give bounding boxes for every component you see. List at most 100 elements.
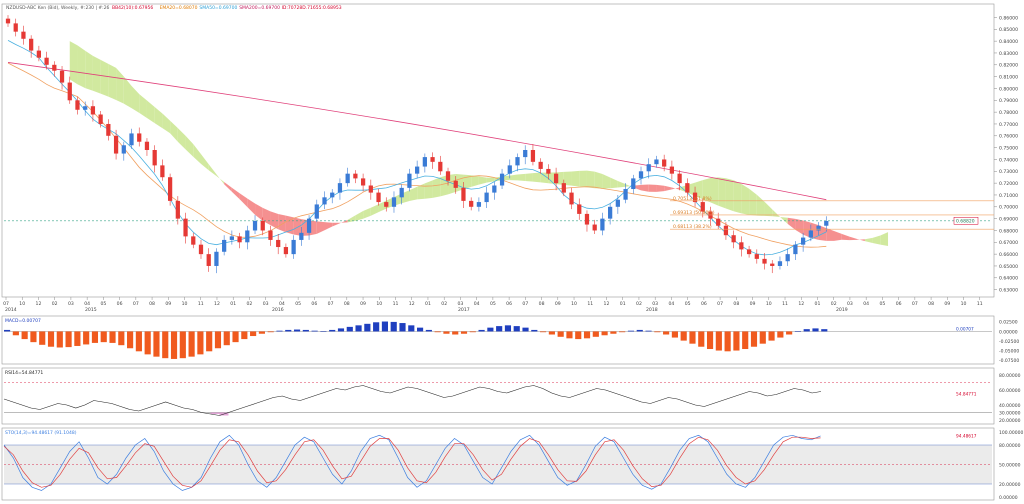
time-tick-label: 01 xyxy=(425,301,431,307)
price-tick-label: 0.65000 xyxy=(999,264,1018,270)
macd-bar xyxy=(109,331,116,343)
candle-body xyxy=(144,141,150,150)
candle-body xyxy=(137,133,142,142)
header-indicator-2: SMA50=0.69700 xyxy=(199,5,237,11)
macd-bar xyxy=(179,331,186,359)
candle-body xyxy=(561,183,566,193)
cloud-segment xyxy=(779,216,788,224)
price-tick-label: 0.78000 xyxy=(999,110,1018,116)
cloud-segment xyxy=(880,232,889,247)
macd-bar xyxy=(540,331,547,333)
time-tick-label: 08 xyxy=(344,301,350,307)
time-tick-label: 03 xyxy=(68,301,74,307)
stoch-d-line xyxy=(3,436,821,488)
candle-body xyxy=(229,236,234,240)
cloud-segment xyxy=(231,187,240,200)
candle-body xyxy=(276,239,281,248)
candle-body xyxy=(746,249,752,255)
cloud-segment xyxy=(116,67,124,104)
time-tick-label: 09 xyxy=(750,301,756,307)
candle-body xyxy=(499,173,505,186)
rsi-tick-label: 20.00000 xyxy=(999,418,1021,424)
candle-body xyxy=(191,236,196,245)
cloud-segment xyxy=(100,59,109,97)
cloud-segment xyxy=(532,172,541,183)
macd-bar xyxy=(127,331,134,349)
macd-bar xyxy=(689,331,696,344)
cloud-segment xyxy=(409,186,418,202)
candle-body xyxy=(654,159,659,165)
rsi-tick-label: 30.00000 xyxy=(999,410,1021,416)
candle-body xyxy=(59,70,65,83)
fibonacci-levels: 0.70513 (61.8%) 0.69313 (50.00%) 0.68113 (… xyxy=(670,196,994,230)
macd-bar xyxy=(759,331,766,344)
macd-bar xyxy=(320,331,327,332)
time-tick-label: 11 xyxy=(782,301,788,307)
header-indicator-4: ID:70728D.71655:0.68953 xyxy=(282,5,342,11)
chart-header-title: NZDUSD-ABC Ken (Bid), Weekly, #:230 | #:… xyxy=(6,5,110,11)
candle-body xyxy=(553,173,559,184)
time-tick-label: 05 xyxy=(295,301,301,307)
macd-bar xyxy=(135,331,142,352)
candle-body xyxy=(337,183,343,193)
rsi-panel-frame xyxy=(1,367,995,425)
price-tick-label: 0.71000 xyxy=(999,193,1018,199)
candle-body xyxy=(415,166,420,174)
cloud-segment xyxy=(849,236,858,241)
year-label: 2016 xyxy=(272,307,284,313)
price-tick-label: 0.72000 xyxy=(999,181,1018,187)
candle-body xyxy=(785,254,790,262)
macd-tick-label: 0.00000 xyxy=(999,329,1018,335)
cloud-segment xyxy=(432,177,441,198)
time-tick-label: 08 xyxy=(928,301,934,307)
candle-body xyxy=(384,202,389,207)
stoch-tick-label: 100.00000 xyxy=(999,430,1023,436)
time-tick-label: 07 xyxy=(717,301,723,307)
time-tick-label: 03 xyxy=(847,301,853,307)
price-tick-label: 0.74000 xyxy=(999,157,1018,163)
cloud-segment xyxy=(509,174,518,181)
candle-body xyxy=(615,199,620,207)
cloud-segment xyxy=(586,170,595,189)
macd-bar xyxy=(74,331,81,346)
macd-bar xyxy=(583,331,591,339)
macd-bar xyxy=(434,331,441,333)
time-tick-label: 01 xyxy=(815,301,821,307)
candle-body xyxy=(484,192,489,203)
macd-bar xyxy=(399,323,406,332)
candle-body xyxy=(523,150,528,158)
candle-body xyxy=(608,206,613,219)
time-tick-label: 04 xyxy=(474,301,480,307)
stoch-tick-label: 0.00000 xyxy=(999,495,1018,501)
year-label: 2018 xyxy=(646,307,658,313)
time-tick-label: 01 xyxy=(620,301,626,307)
cloud-segment xyxy=(332,222,340,227)
macd-bar xyxy=(619,331,626,333)
stoch-tick-label: 80.00000 xyxy=(999,443,1021,449)
macd-bar xyxy=(601,331,608,336)
candle-body xyxy=(569,192,574,205)
macd-bar xyxy=(100,331,107,343)
price-tick-label: 0.84000 xyxy=(999,39,1018,45)
price-tick-label: 0.73000 xyxy=(999,169,1018,175)
price-tick-label: 0.80000 xyxy=(999,86,1018,92)
price-tag-text: 0.68820 xyxy=(956,218,975,224)
cloud-segment xyxy=(255,203,263,221)
candle-body xyxy=(623,189,628,200)
candle-body xyxy=(129,133,134,146)
candle-body xyxy=(438,161,443,172)
price-tick-label: 0.66000 xyxy=(999,252,1018,258)
macd-bar xyxy=(496,326,503,332)
time-tick-label: 11 xyxy=(393,301,399,307)
fib-label: 0.69313 (50.00%) xyxy=(673,210,715,216)
cloud-segment xyxy=(841,233,850,241)
candle-body xyxy=(445,171,451,181)
candle-body xyxy=(268,230,273,240)
macd-bar xyxy=(417,327,424,332)
candle-body xyxy=(546,168,551,174)
macd-bar xyxy=(47,331,55,347)
cloud-segment xyxy=(200,154,209,171)
stochastic-lines: 100.00000 80.00000 50.00000 20.00000 0.00000… xyxy=(3,430,1023,501)
time-tick-label: 06 xyxy=(701,301,707,307)
